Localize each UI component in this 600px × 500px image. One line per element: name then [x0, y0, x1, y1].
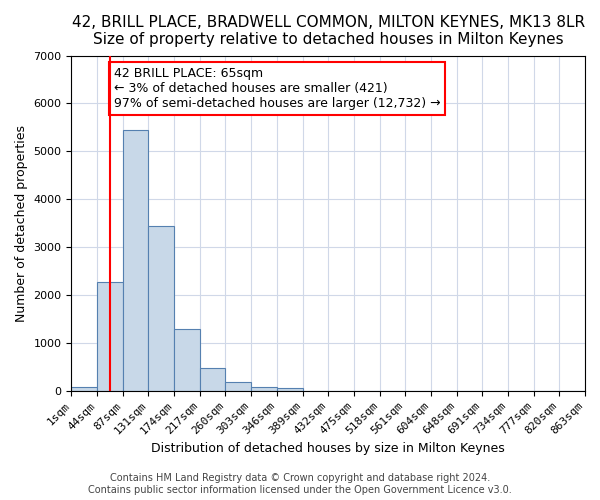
Text: 42 BRILL PLACE: 65sqm
← 3% of detached houses are smaller (421)
97% of semi-deta: 42 BRILL PLACE: 65sqm ← 3% of detached h…	[114, 68, 440, 110]
Bar	[71, 388, 97, 391]
Bar	[148, 226, 174, 391]
Y-axis label: Number of detached properties: Number of detached properties	[15, 125, 28, 322]
Text: Contains HM Land Registry data © Crown copyright and database right 2024.
Contai: Contains HM Land Registry data © Crown c…	[88, 474, 512, 495]
Title: 42, BRILL PLACE, BRADWELL COMMON, MILTON KEYNES, MK13 8LR
Size of property relat: 42, BRILL PLACE, BRADWELL COMMON, MILTON…	[71, 15, 585, 48]
Bar	[251, 386, 277, 391]
Bar	[200, 368, 226, 391]
Bar	[226, 382, 251, 391]
Bar	[97, 282, 123, 391]
Bar	[174, 328, 200, 391]
Bar	[123, 130, 148, 391]
Bar	[277, 388, 302, 391]
X-axis label: Distribution of detached houses by size in Milton Keynes: Distribution of detached houses by size …	[151, 442, 505, 455]
